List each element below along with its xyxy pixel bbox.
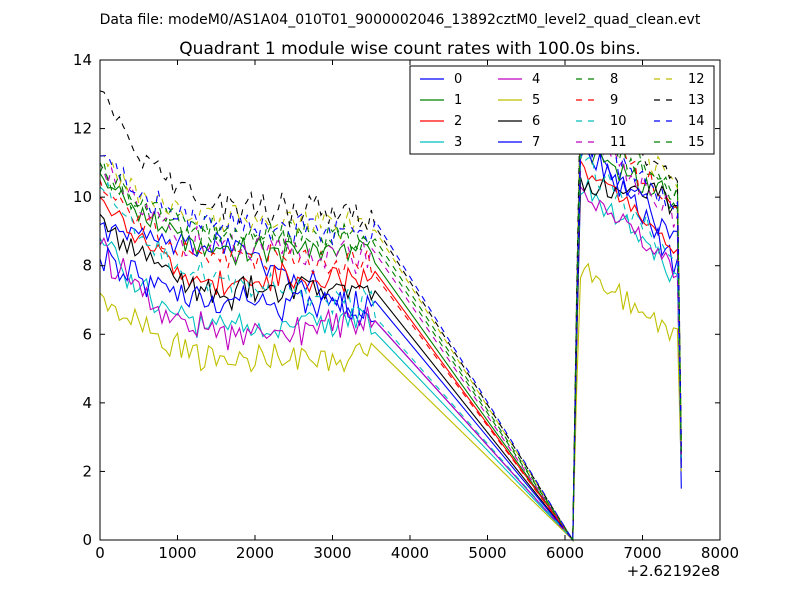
series-line-15 [99,116,682,542]
x-tick-label: 4000 [391,544,429,562]
chart-suptitle: Data file: modeM0/AS1A04_010T01_90000020… [100,12,701,28]
y-tick-label: 10 [73,188,92,206]
series-line-11 [99,124,682,542]
legend-label-6: 6 [532,114,540,129]
series-line-9 [99,108,682,542]
series-line-3 [99,179,682,542]
x-tick-label: 5000 [468,544,506,562]
y-tick-label: 6 [82,325,92,343]
x-tick-label: 0 [95,544,105,562]
series-line-10 [99,153,682,542]
legend-label-7: 7 [532,135,540,150]
y-tick-label: 8 [82,257,92,275]
legend-label-0: 0 [454,72,462,87]
series-line-6 [99,175,682,542]
series-line-1 [99,145,682,542]
x-tick-label: 8000 [701,544,739,562]
x-tick-label: 6000 [546,544,584,562]
tick-layer: 0 1000 2000 3000 4000 5000 6000 7000 80000246810… [73,51,739,562]
legend-label-9: 9 [610,93,618,108]
series-line-7 [99,148,682,542]
x-tick-label: 2000 [236,544,274,562]
legend-label-2: 2 [454,114,462,129]
legend-label-12: 12 [688,72,705,87]
series-line-5 [99,262,682,542]
legend-label-15: 15 [688,135,705,150]
y-tick-label: 14 [73,51,92,69]
legend-label-5: 5 [532,93,540,108]
series-line-12 [99,94,682,542]
y-tick-label: 4 [82,394,92,412]
legend-label-13: 13 [688,93,705,108]
chart-title: Quadrant 1 module wise count rates with … [179,39,640,59]
x-tick-label: 1000 [158,544,196,562]
x-offset-label: +2.62192e8 [627,562,720,580]
legend-label-4: 4 [532,72,540,87]
y-tick-label: 12 [73,120,92,138]
legend-label-10: 10 [610,114,627,129]
legend-label-1: 1 [454,93,462,108]
x-tick-label: 3000 [313,544,351,562]
x-tick-label: 7000 [623,544,661,562]
series-line-14 [99,130,682,542]
series-line-13 [99,81,682,542]
y-tick-label: 2 [82,462,92,480]
series-line-4 [99,185,682,542]
legend-label-8: 8 [610,72,618,87]
legend-box [409,65,715,155]
series-line-0 [99,117,682,542]
y-tick-label: 0 [82,531,92,549]
legend-label-14: 14 [688,114,705,129]
legend-label-11: 11 [610,135,627,150]
legend-label-3: 3 [454,135,462,150]
